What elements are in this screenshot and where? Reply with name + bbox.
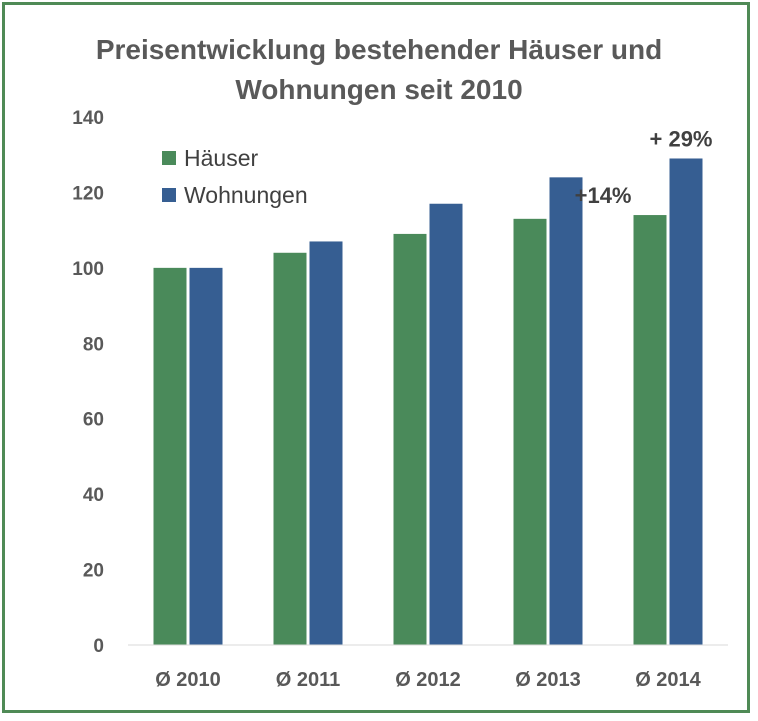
- x-tick-label: Ø 2012: [395, 669, 461, 691]
- bar-haeuser: [513, 218, 547, 646]
- legend: Häuser Wohnungen: [162, 145, 308, 208]
- bar-haeuser: [273, 252, 307, 645]
- legend-swatch: [162, 188, 176, 202]
- y-axis: 0 20 40 60 80 100 120 140: [72, 108, 104, 657]
- bar-wohnungen: [669, 158, 703, 645]
- y-tick-label: 60: [83, 410, 104, 431]
- x-tick-label: Ø 2014: [635, 669, 701, 691]
- x-axis: Ø 2010 Ø 2011 Ø 2012 Ø 2013 Ø 2014: [155, 669, 701, 691]
- y-tick-label: 0: [93, 636, 104, 657]
- legend-label: Häuser: [184, 145, 258, 171]
- bar-wohnungen: [549, 177, 583, 646]
- annotations: +14% + 29%: [575, 126, 713, 208]
- legend-swatch: [162, 151, 176, 165]
- y-tick-label: 20: [83, 561, 104, 582]
- y-tick-label: 40: [83, 485, 104, 506]
- y-tick-label: 120: [72, 183, 104, 204]
- bar-wohnungen: [189, 267, 223, 645]
- chart-title-line-2: Wohnungen seit 2010: [235, 74, 523, 105]
- bar-haeuser: [153, 267, 187, 645]
- x-tick-label: Ø 2010: [155, 669, 221, 691]
- x-tick-label: Ø 2011: [276, 669, 341, 691]
- bar-haeuser: [393, 233, 427, 645]
- bar-wohnungen: [429, 203, 463, 645]
- legend-label: Wohnungen: [184, 182, 308, 208]
- annotation-label: +14%: [575, 183, 632, 208]
- bars: [153, 158, 703, 646]
- y-tick-label: 80: [83, 334, 104, 355]
- annotation-label: + 29%: [650, 126, 713, 151]
- chart-title: Preisentwicklung bestehender Häuser und …: [0, 30, 758, 110]
- y-tick-label: 140: [72, 108, 104, 129]
- chart-frame: [2, 2, 750, 713]
- bar-haeuser: [633, 215, 667, 646]
- x-tick-label: Ø 2013: [515, 669, 581, 691]
- y-tick-label: 100: [72, 259, 104, 280]
- chart-title-line-1: Preisentwicklung bestehender Häuser und: [95, 34, 663, 65]
- bar-wohnungen: [309, 241, 343, 645]
